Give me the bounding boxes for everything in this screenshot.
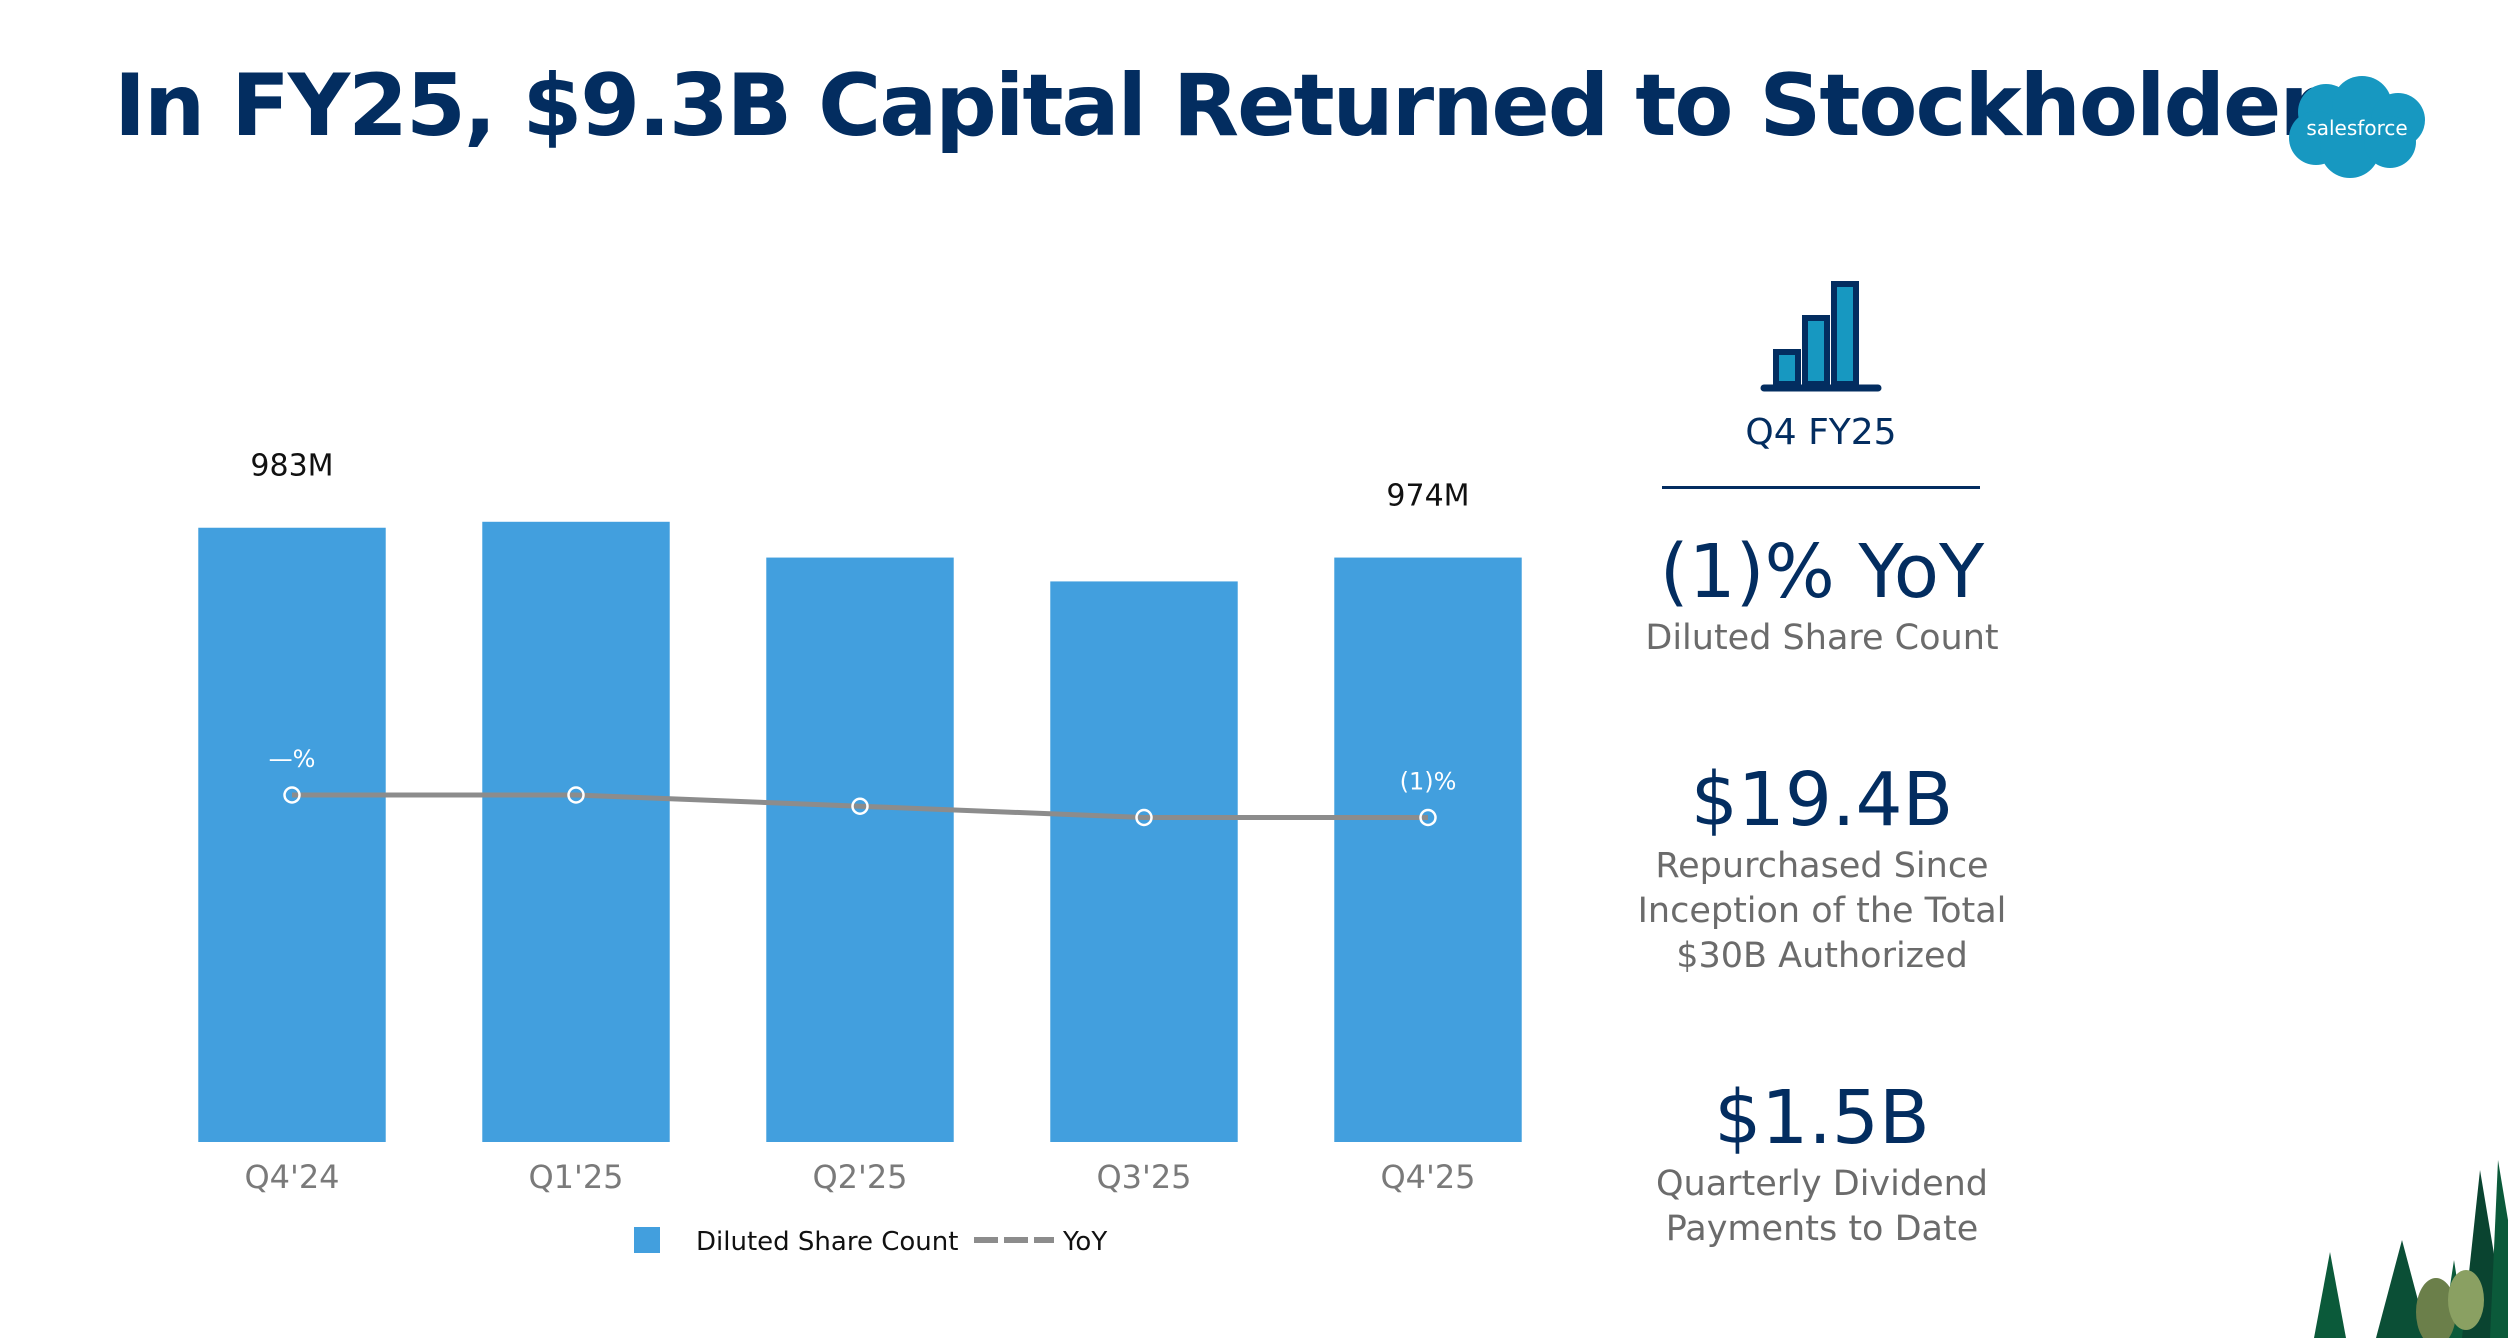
trees-decoration bbox=[2314, 1160, 2508, 1338]
kpi-repurchased: $19.4B Repurchased Since Inception of th… bbox=[1580, 756, 2064, 979]
legend-label-yoy: YoY bbox=[1062, 1227, 1107, 1257]
x-tick-2: Q2'25 bbox=[812, 1158, 907, 1196]
cloud-shape bbox=[2289, 76, 2425, 178]
yoy-line bbox=[292, 792, 1428, 820]
kpi-share-count: (1)% YoY Diluted Share Count bbox=[1580, 528, 2064, 661]
kpi-value: (1)% YoY bbox=[1659, 529, 1985, 615]
kpi-label: Diluted Share Count bbox=[1645, 618, 1999, 658]
x-tick-3: Q3'25 bbox=[1096, 1158, 1191, 1196]
bar-data-labels: 983M 974M bbox=[250, 449, 1469, 514]
x-tick-0: Q4'24 bbox=[244, 1158, 339, 1196]
kpi-label: Repurchased Since bbox=[1655, 846, 1989, 886]
bar-chart-icon bbox=[1760, 281, 1882, 392]
yoy-point-0 bbox=[283, 786, 301, 804]
bar-0 bbox=[198, 527, 386, 1142]
yoy-label-0: —% bbox=[269, 745, 316, 773]
bar-4 bbox=[1334, 557, 1522, 1142]
kpi-period: Q4 FY25 bbox=[1745, 412, 1897, 453]
legend-label-share-count: Diluted Share Count bbox=[696, 1227, 958, 1257]
salesforce-logo: salesforce bbox=[2289, 76, 2425, 178]
kpi-value: $19.4B bbox=[1690, 757, 1954, 843]
yoy-point-4 bbox=[1419, 808, 1437, 827]
bar-label-0: 983M bbox=[250, 449, 333, 484]
bar-label-4: 974M bbox=[1386, 479, 1469, 514]
bar-2 bbox=[766, 557, 954, 1142]
bar-1 bbox=[482, 521, 670, 1142]
yoy-points bbox=[283, 786, 1437, 827]
kpi-label: $30B Authorized bbox=[1676, 936, 1968, 976]
x-tick-1: Q1'25 bbox=[528, 1158, 623, 1196]
divider bbox=[1662, 486, 1980, 489]
yoy-point-1 bbox=[567, 786, 585, 804]
kpi-label: Payments to Date bbox=[1665, 1209, 1979, 1249]
x-tick-4: Q4'25 bbox=[1380, 1158, 1475, 1196]
yoy-label-4: (1)% bbox=[1400, 768, 1457, 796]
yoy-point-3 bbox=[1135, 808, 1153, 827]
legend-swatch-share-count bbox=[634, 1227, 660, 1253]
kpi-label: Inception of the Total bbox=[1637, 891, 2007, 931]
legend: Diluted Share Count YoY bbox=[634, 1227, 1107, 1257]
yoy-point-2 bbox=[851, 797, 869, 815]
page-title: In FY25, $9.3B Capital Returned to Stock… bbox=[114, 56, 2371, 156]
kpi-dividends: $1.5B Quarterly Dividend Payments to Dat… bbox=[1580, 1074, 2064, 1252]
kpi-value: $1.5B bbox=[1714, 1075, 1930, 1161]
kpi-label: Quarterly Dividend bbox=[1655, 1164, 1989, 1204]
bar-3 bbox=[1050, 581, 1238, 1142]
logo-wordmark: salesforce bbox=[2306, 116, 2407, 140]
x-axis-ticks: Q4'24 Q1'25 Q2'25 Q3'25 Q4'25 bbox=[244, 1158, 1475, 1196]
bar-series bbox=[198, 521, 1522, 1142]
yoy-data-labels: —% (1)% bbox=[269, 745, 1457, 796]
